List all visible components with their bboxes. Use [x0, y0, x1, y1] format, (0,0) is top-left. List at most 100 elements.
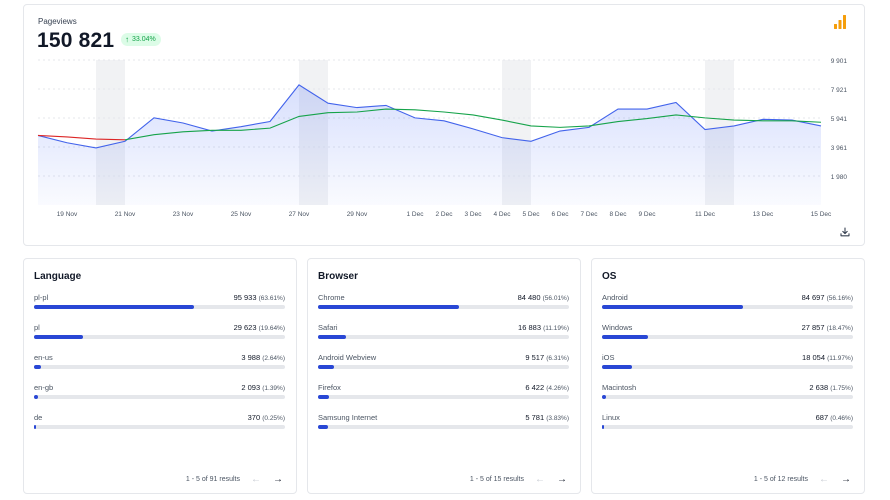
browser-pager-text: 1 - 5 of 15 results [469, 475, 524, 483]
language-row-bar [34, 425, 36, 429]
bar-chart-icon[interactable] [834, 15, 846, 29]
y-tick-label: 1 980 [831, 174, 848, 181]
os-row-track [602, 365, 853, 369]
language-row[interactable]: de 370 (0.25%) [34, 413, 285, 439]
browser-row-name: Chrome [318, 293, 345, 302]
os-row-track [602, 335, 853, 339]
os-pager-text: 1 - 5 of 12 results [753, 475, 808, 483]
browser-title: Browser [318, 271, 359, 282]
browser-row-bar [318, 305, 459, 309]
x-tick-label: 2 Dec [436, 211, 454, 218]
pageviews-total: 150 821 [37, 29, 115, 52]
language-row[interactable]: en-us 3 988 (2.64%) [34, 353, 285, 379]
language-row-name: pl-pl [34, 293, 49, 302]
browser-row-track [318, 335, 569, 339]
prev-page-icon[interactable]: ← [535, 473, 545, 485]
language-row-bar [34, 365, 41, 369]
os-row-bar [602, 335, 649, 339]
next-page-icon[interactable]: → [841, 473, 851, 485]
os-pager: 1 - 5 of 12 results ← → [753, 473, 852, 485]
browser-row[interactable]: Samsung Internet 5 781 (3.83%) [318, 413, 569, 439]
browser-row-bar [318, 425, 328, 429]
x-tick-label: 25 Nov [231, 211, 252, 218]
pageviews-label: Pageviews [38, 17, 77, 26]
os-row-bar [602, 395, 607, 399]
pageviews-area [38, 84, 821, 205]
language-row-value: 370 (0.25%) [247, 413, 285, 422]
language-row-bar [34, 335, 84, 339]
language-row-bar [34, 395, 38, 399]
browser-row-value: 5 781 (3.83%) [525, 413, 569, 422]
language-row-value: 29 623 (19.64%) [233, 323, 285, 332]
browser-row[interactable]: Chrome 84 480 (56.01%) [318, 293, 569, 319]
pageviews-card: 9 901 7 921 5 941 3 961 1 980 19 Nov 21 Nov 23 … [23, 4, 865, 246]
os-row-name: Macintosh [602, 383, 637, 392]
os-row-name: iOS [602, 353, 615, 362]
x-tick-label: 15 Dec [811, 211, 832, 218]
os-row-track [602, 395, 853, 399]
os-row[interactable]: Macintosh 2 638 (1.75%) [602, 383, 853, 409]
download-icon[interactable] [840, 227, 850, 237]
browser-row-bar [318, 365, 334, 369]
browser-row-value: 84 480 (56.01%) [517, 293, 569, 302]
os-panel: OS Android 84 697 (56.16%) Windows 27 857 (… [591, 258, 865, 494]
language-row[interactable]: pl-pl 95 933 (63.61%) [34, 293, 285, 319]
os-title: OS [602, 271, 617, 282]
x-tick-label: 7 Dec [581, 211, 599, 218]
browser-row-track [318, 365, 569, 369]
y-tick-label: 3 961 [831, 145, 848, 152]
os-row-track [602, 425, 853, 429]
y-tick-label: 9 901 [831, 58, 848, 65]
os-row[interactable]: Android 84 697 (56.16%) [602, 293, 853, 319]
arrow-up-icon: ↑ [125, 35, 129, 44]
browser-row-track [318, 305, 569, 309]
browser-panel: Browser Chrome 84 480 (56.01%) Safari 16 88… [307, 258, 581, 494]
x-tick-label: 4 Dec [494, 211, 512, 218]
next-page-icon[interactable]: → [273, 473, 283, 485]
os-row[interactable]: iOS 18 054 (11.97%) [602, 353, 853, 379]
language-row-value: 3 988 (2.64%) [241, 353, 285, 362]
language-row-bar [34, 305, 194, 309]
language-row-name: de [34, 413, 43, 422]
browser-row-bar [318, 335, 347, 339]
language-row-track [34, 305, 285, 309]
language-panel: Language pl-pl 95 933 (63.61%) pl 29 623 (1… [23, 258, 297, 494]
os-row[interactable]: Windows 27 857 (18.47%) [602, 323, 853, 349]
trend-line-start [37, 134, 126, 141]
os-row-track [602, 305, 853, 309]
next-page-icon[interactable]: → [557, 473, 567, 485]
x-tick-label: 27 Nov [289, 211, 310, 218]
x-tick-label: 6 Dec [552, 211, 570, 218]
x-tick-label: 9 Dec [639, 211, 657, 218]
browser-row-name: Android Webview [318, 353, 377, 362]
x-tick-label: 13 Dec [753, 211, 774, 218]
language-row[interactable]: en-gb 2 093 (1.39%) [34, 383, 285, 409]
language-row-track [34, 425, 285, 429]
language-row-track [34, 395, 285, 399]
pageviews-chart[interactable]: 9 901 7 921 5 941 3 961 1 980 19 Nov 21 Nov 23 … [24, 5, 866, 247]
browser-row[interactable]: Android Webview 9 517 (6.31%) [318, 353, 569, 379]
x-tick-label: 21 Nov [115, 211, 136, 218]
prev-page-icon[interactable]: ← [251, 473, 261, 485]
language-row-track [34, 365, 285, 369]
language-row-track [34, 335, 285, 339]
language-row-value: 95 933 (63.61%) [233, 293, 285, 302]
os-row-bar [602, 365, 633, 369]
x-tick-label: 19 Nov [57, 211, 78, 218]
os-row[interactable]: Linux 687 (0.46%) [602, 413, 853, 439]
browser-pager: 1 - 5 of 15 results ← → [469, 473, 568, 485]
y-tick-label: 5 941 [831, 116, 848, 123]
x-tick-label: 23 Nov [173, 211, 194, 218]
browser-row[interactable]: Safari 16 883 (11.19%) [318, 323, 569, 349]
os-row-name: Android [602, 293, 628, 302]
browser-row[interactable]: Firefox 6 422 (4.26%) [318, 383, 569, 409]
os-row-name: Windows [602, 323, 633, 332]
browser-row-name: Safari [318, 323, 338, 332]
x-tick-label: 1 Dec [407, 211, 425, 218]
change-badge: ↑ 33.04% [121, 33, 161, 46]
y-tick-label: 7 921 [831, 87, 848, 94]
language-row[interactable]: pl 29 623 (19.64%) [34, 323, 285, 349]
browser-row-name: Firefox [318, 383, 341, 392]
prev-page-icon[interactable]: ← [819, 473, 829, 485]
language-row-value: 2 093 (1.39%) [241, 383, 285, 392]
